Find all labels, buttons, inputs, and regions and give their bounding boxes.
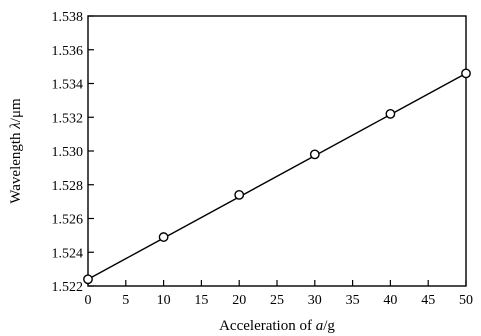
data-point xyxy=(158,232,169,242)
x-axis-label: Acceleration of a/g xyxy=(219,318,335,334)
y-tick-label: 1.526 xyxy=(52,213,84,228)
x-tick-label: 10 xyxy=(157,293,171,308)
y-axis-label: Wavelength λ/μm xyxy=(8,98,24,204)
series-layer xyxy=(83,68,471,285)
data-point xyxy=(234,189,245,200)
fit-line xyxy=(87,72,467,280)
y-ticks: 1.522 1.524 1.526 1.528 1.530 1.532 1.534 1.536… xyxy=(52,10,94,295)
y-tick-label: 1.530 xyxy=(52,145,84,160)
x-tick-label: 25 xyxy=(270,293,284,308)
y-tick-label: 1.528 xyxy=(52,179,84,194)
y-tick-label: 1.522 xyxy=(52,280,84,295)
x-tick-label: 20 xyxy=(232,293,246,308)
x-tick-label: 15 xyxy=(194,293,208,308)
y-tick-label: 1.536 xyxy=(52,44,84,59)
x-tick-label: 0 xyxy=(85,293,92,308)
y-tick-label: 1.524 xyxy=(52,246,84,261)
y-tick-label: 1.532 xyxy=(52,111,84,126)
x-tick-label: 35 xyxy=(346,293,360,308)
data-point xyxy=(83,274,93,285)
data-point xyxy=(461,68,471,79)
y-tick-label: 1.534 xyxy=(52,78,84,93)
x-tick-label: 40 xyxy=(383,293,397,308)
data-point xyxy=(309,149,320,160)
plot-frame xyxy=(87,15,467,287)
data-point xyxy=(385,108,396,119)
x-tick-label: 30 xyxy=(308,293,322,308)
x-tick-label: 5 xyxy=(122,293,129,308)
x-ticks: 0 5 10 15 20 25 30 35 40 45 50 xyxy=(85,280,473,308)
x-tick-label: 50 xyxy=(459,293,473,308)
y-tick-label: 1.538 xyxy=(52,10,84,25)
x-tick-label: 45 xyxy=(421,293,435,308)
